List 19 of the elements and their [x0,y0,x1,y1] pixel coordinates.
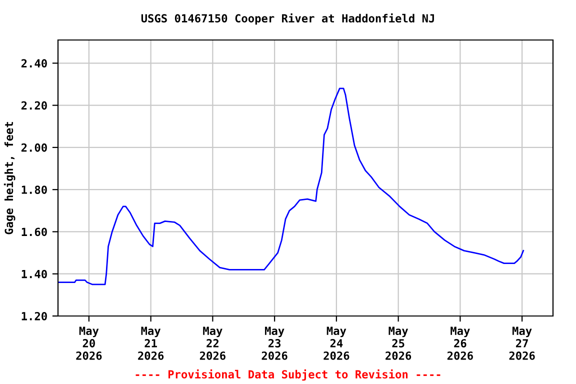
x-tick-label: May 26 2026 [447,326,473,360]
y-tick-label: 2.40 [21,59,47,68]
y-axis-title: Gage height, feet [4,122,16,234]
line-series [58,88,524,286]
x-tick-label: May 24 2026 [324,326,350,360]
x-tick-label: May 21 2026 [138,326,164,360]
y-tick-label: 1.20 [22,312,47,320]
y-tick-label: 2.20 [21,101,47,110]
x-tick-label: May 22 2026 [200,326,226,360]
x-tick-label: May 27 2026 [509,326,535,360]
chart-title: USGS 01467150 Cooper River at Haddonfield NJ [141,13,434,25]
text: ---- Provisional Data Subject to Revision ---- [136,369,440,381]
x-tick-label: May 20 2026 [76,326,102,360]
y-tick-label: 1.40 [22,270,47,278]
y-tick-label: 2.00 [21,143,47,152]
y-tick-label: 1.60 [22,228,47,236]
x-tick-label: May 25 2026 [386,326,412,360]
y-tick-label: 1.80 [22,186,47,194]
x-tick-label: May 23 2026 [262,326,288,360]
